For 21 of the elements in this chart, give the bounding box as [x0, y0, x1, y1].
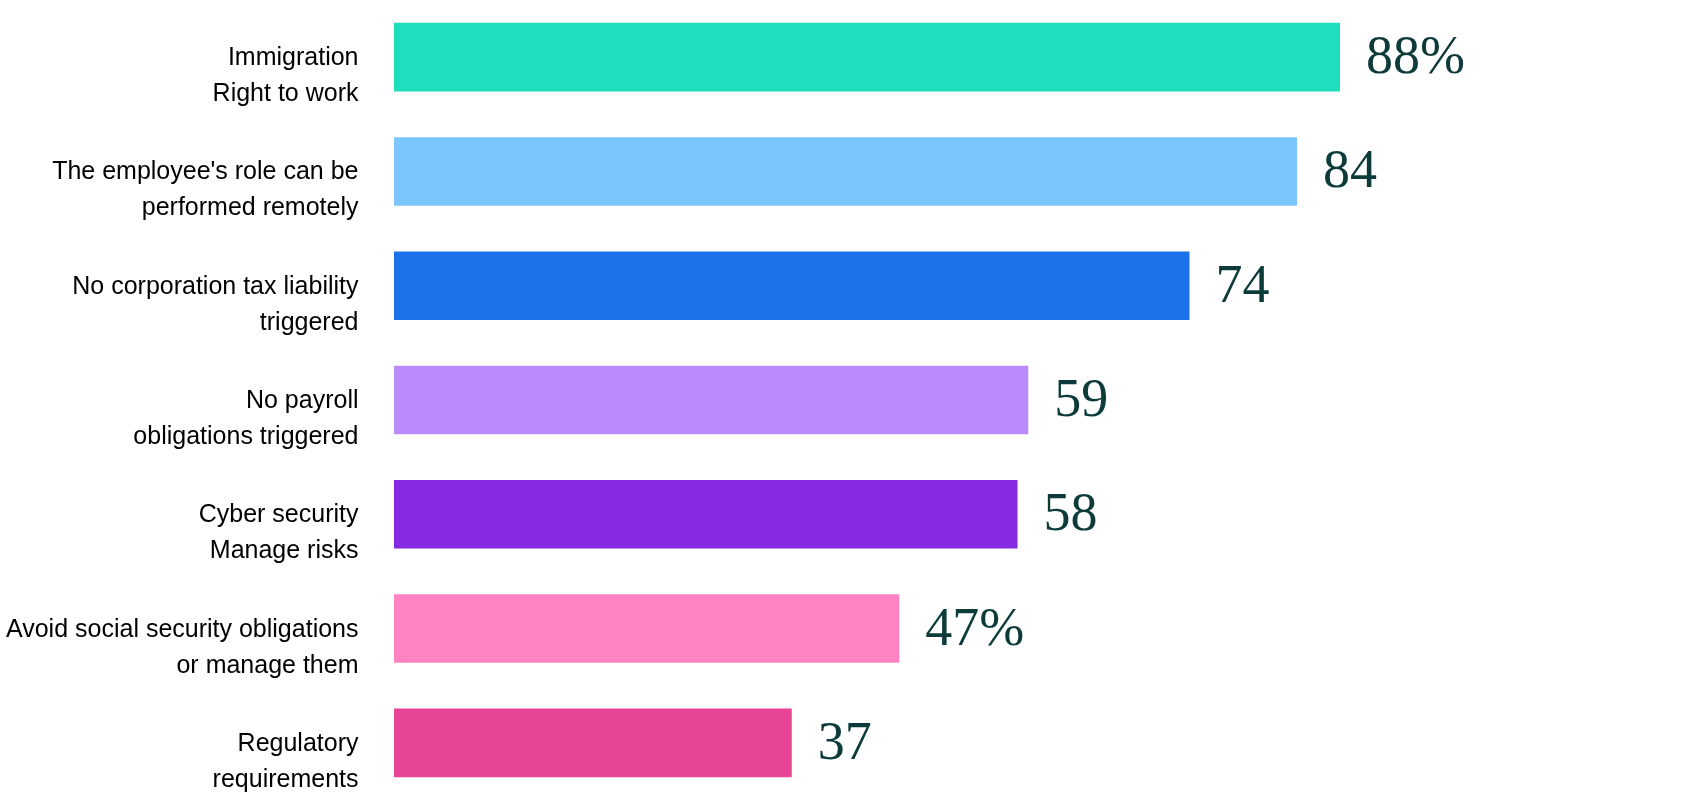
y-tick-label: No corporation tax liability triggered	[72, 270, 359, 335]
bar	[394, 480, 1018, 549]
y-tick-label: Cyber security Manage risks	[198, 499, 359, 564]
bar	[394, 708, 792, 778]
data-label: 88%	[1366, 25, 1465, 86]
data-label: 58	[1043, 482, 1098, 543]
bar	[394, 251, 1190, 320]
data-label: 74	[1215, 253, 1270, 314]
data-label: 84	[1323, 139, 1377, 200]
y-tick-label: The employee's role can be performed remotely	[52, 156, 359, 221]
bar	[394, 137, 1297, 206]
bar	[394, 365, 1029, 435]
bar	[394, 594, 900, 663]
y-tick-label: No payroll obligations triggered	[133, 385, 359, 449]
bar	[394, 22, 1340, 92]
y-tick-label: Regulatory requirements	[212, 727, 359, 792]
data-label: 37	[817, 710, 872, 771]
y-tick-label: Immigration Right to work	[212, 42, 359, 107]
data-label: 47%	[925, 596, 1025, 657]
data-label: 59	[1054, 368, 1109, 428]
y-tick-label: Avoid social security obligations or manage them	[5, 613, 359, 678]
